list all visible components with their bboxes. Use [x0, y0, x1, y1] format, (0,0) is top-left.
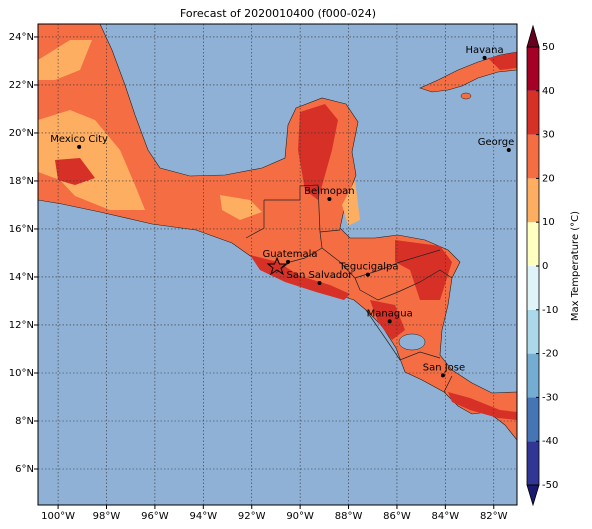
colorbar-under — [526, 484, 540, 507]
lake-nicaragua — [398, 333, 426, 351]
x-tick-label: 96°W — [141, 511, 169, 522]
city-marker — [482, 55, 487, 60]
x-tick-label: 92°W — [238, 511, 266, 522]
y-tick-label: 14°N — [9, 272, 34, 283]
city-marker — [365, 272, 370, 277]
colorbar-band — [527, 266, 539, 310]
city-label: San Salvador — [287, 270, 354, 281]
colorbar-band — [527, 441, 539, 485]
country-borders — [245, 184, 453, 393]
colorbar-tick-label: 50 — [542, 42, 555, 53]
cuba-hot — [488, 52, 517, 70]
colorbar-band — [527, 353, 539, 398]
city-label: San Jose — [423, 362, 465, 373]
colorbar-band — [527, 90, 539, 135]
colorbar-band — [527, 47, 539, 91]
colorbar-tick-label: 20 — [542, 173, 555, 184]
map-frame — [37, 23, 518, 506]
colorbar-tick-label: -40 — [542, 436, 558, 447]
colorbar-tick-label: -10 — [542, 305, 558, 316]
city-marker — [77, 144, 82, 149]
y-tick-label: 24°N — [9, 32, 34, 43]
y-tick-label: 16°N — [9, 224, 34, 235]
map-area: Mexico City Havana George Town Belmopan Guat… — [38, 24, 543, 505]
city-marker — [387, 319, 392, 324]
city-label: Belmopan — [304, 186, 354, 197]
x-tick-label: 82°W — [480, 511, 508, 522]
land-warm-patch — [38, 40, 360, 226]
colorbar-label: Max Temperature (°C) — [570, 211, 581, 321]
city-marker — [317, 280, 322, 285]
colorbar-tick-label: -30 — [542, 392, 558, 403]
y-tick-label: 12°N — [9, 320, 34, 331]
colorbar-tick-label: 10 — [542, 217, 555, 228]
colorbar-band — [527, 309, 539, 354]
colorbar-over — [526, 24, 540, 48]
x-tick-label: 100°W — [41, 511, 75, 522]
land-hot-patch — [55, 104, 517, 420]
city-label: Mexico City — [50, 134, 108, 145]
x-tick-label: 98°W — [93, 511, 121, 522]
location-star — [266, 256, 288, 276]
city-label: Managua — [367, 308, 413, 319]
colorbar-tick-label: 30 — [542, 130, 555, 141]
colorbar-tick-label: 40 — [542, 86, 555, 97]
y-tick-label: 10°N — [9, 368, 34, 379]
colorbar-band — [527, 397, 539, 442]
colorbar-band — [527, 178, 539, 223]
x-tick-label: 94°W — [190, 511, 218, 522]
city-label: Guatemala — [262, 249, 317, 260]
x-tick-label: 86°W — [383, 511, 411, 522]
y-tick-label: 22°N — [9, 80, 34, 91]
colorbar-tick-label: -20 — [542, 349, 558, 360]
y-tick-label: 8°N — [15, 416, 34, 427]
city-marker — [286, 259, 291, 264]
city-label: Havana — [465, 45, 503, 56]
city-marker — [440, 373, 445, 378]
city-marker — [506, 148, 511, 153]
city-marker — [327, 196, 332, 201]
city-label: George Town — [478, 137, 543, 148]
x-tick-label: 90°W — [286, 511, 314, 522]
isle-of-youth — [460, 92, 472, 100]
y-tick-label: 18°N — [9, 176, 34, 187]
y-tick-label: 20°N — [9, 128, 34, 139]
colorbar: -50 -40 -30 -20 -10 0 10 20 30 40 50 — [526, 24, 558, 507]
colorbar-band — [527, 134, 539, 179]
map-title: Forecast of 2020010400 (f000-024) — [180, 7, 376, 20]
x-tick-label: 84°W — [432, 511, 460, 522]
x-tick-label: 88°W — [335, 511, 363, 522]
colorbar-band — [527, 222, 539, 266]
map-overlay: Mexico City Havana George Town Belmopan Guat… — [38, 24, 543, 505]
city-label: Tegucigalpa — [338, 262, 398, 273]
colorbar-tick-label: 0 — [542, 261, 548, 272]
y-tick-label: 6°N — [15, 464, 34, 475]
colorbar-tick-label: -50 — [542, 480, 558, 491]
